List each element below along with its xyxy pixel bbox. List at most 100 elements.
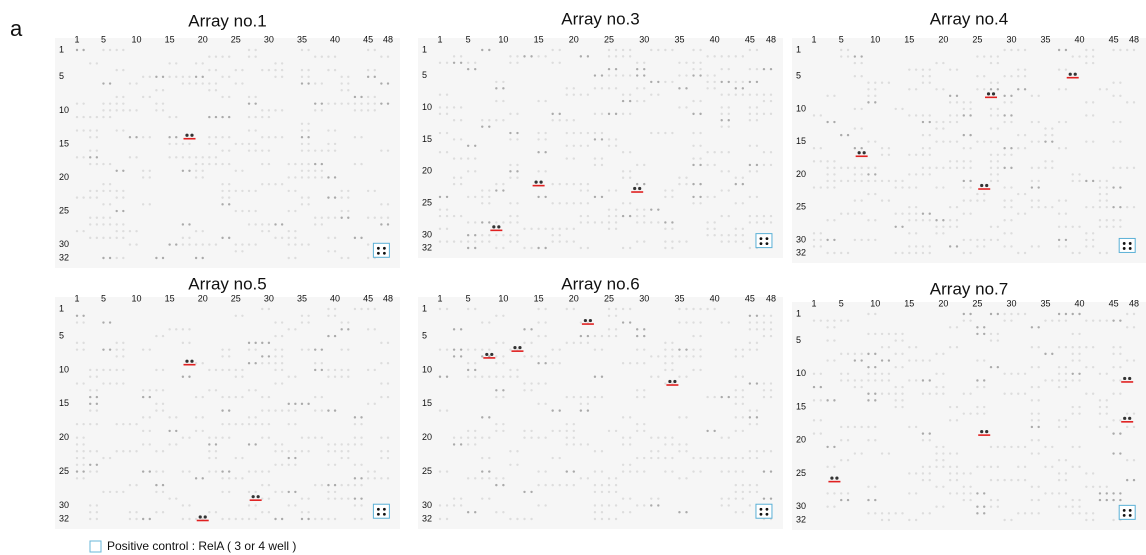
spot [467, 145, 469, 147]
spot [820, 239, 822, 241]
spot [481, 348, 483, 350]
spot [307, 69, 309, 71]
spot [235, 457, 237, 459]
spot [274, 223, 276, 225]
spot [976, 333, 978, 335]
spot [1051, 134, 1053, 136]
spot [1092, 114, 1094, 116]
spot [215, 156, 217, 158]
spot [228, 477, 230, 479]
spot [915, 114, 917, 116]
spot [474, 430, 476, 432]
spot [460, 328, 462, 330]
spot [692, 202, 694, 204]
spot [367, 49, 369, 51]
spot [587, 94, 589, 96]
spot [1126, 101, 1128, 103]
spot [608, 477, 610, 479]
spot [608, 138, 610, 140]
spot [327, 308, 329, 310]
spot [840, 55, 842, 57]
spot [908, 114, 910, 116]
positive-control-box [1119, 238, 1135, 252]
spot [221, 183, 223, 185]
column-label: 5 [101, 34, 106, 44]
spot [847, 55, 849, 57]
spot [544, 504, 546, 506]
spot [221, 136, 223, 138]
spot [749, 113, 751, 115]
spot [692, 321, 694, 323]
spot [374, 308, 376, 310]
spot [495, 423, 497, 425]
spot [288, 450, 290, 452]
spot [215, 450, 217, 452]
spot [721, 106, 723, 108]
spot [288, 409, 290, 411]
spot [261, 423, 263, 425]
spot [228, 149, 230, 151]
spot [749, 164, 751, 166]
spot [1031, 366, 1033, 368]
spot [122, 170, 124, 172]
spot [742, 396, 744, 398]
spot [307, 315, 309, 317]
spot [749, 49, 751, 51]
spot [706, 55, 708, 57]
spot [195, 477, 197, 479]
spot [488, 321, 490, 323]
spot [367, 217, 369, 219]
spot [888, 512, 890, 514]
spot [1078, 466, 1080, 468]
row-label: 1 [59, 303, 64, 313]
spot [1017, 446, 1019, 448]
spot [208, 56, 210, 58]
control-spot [377, 247, 380, 250]
spot [523, 55, 525, 57]
spot [1085, 239, 1087, 241]
spot [615, 55, 617, 57]
spot [1065, 492, 1067, 494]
spot [629, 470, 631, 472]
spot [742, 389, 744, 391]
spot [713, 228, 715, 230]
hit-spot [589, 319, 592, 322]
spot [481, 119, 483, 121]
spot [1031, 140, 1033, 142]
spot [387, 217, 389, 219]
column-label: 40 [1075, 298, 1085, 308]
spot [327, 518, 329, 520]
spot [615, 228, 617, 230]
spot [929, 121, 931, 123]
spot [228, 56, 230, 58]
spot [116, 102, 118, 104]
spot [559, 348, 561, 350]
spot [1003, 101, 1005, 103]
spot [735, 355, 737, 357]
spot [990, 479, 992, 481]
spot [228, 470, 230, 472]
spot [488, 49, 490, 51]
spot [102, 369, 104, 371]
spot [969, 412, 971, 414]
spot [102, 257, 104, 259]
spot [221, 396, 223, 398]
spot [82, 321, 84, 323]
spot [248, 49, 250, 51]
spot [949, 452, 951, 454]
spot [956, 479, 958, 481]
spot [685, 183, 687, 185]
spot [833, 239, 835, 241]
row-label: 32 [59, 252, 69, 262]
spot [235, 210, 237, 212]
column-label: 1 [811, 298, 816, 308]
spot [122, 237, 124, 239]
spot [261, 362, 263, 364]
spot [1133, 49, 1135, 51]
spot [321, 409, 323, 411]
column-label: 48 [766, 293, 776, 303]
spot [340, 102, 342, 104]
spot [983, 326, 985, 328]
spot [274, 409, 276, 411]
spot [334, 443, 336, 445]
